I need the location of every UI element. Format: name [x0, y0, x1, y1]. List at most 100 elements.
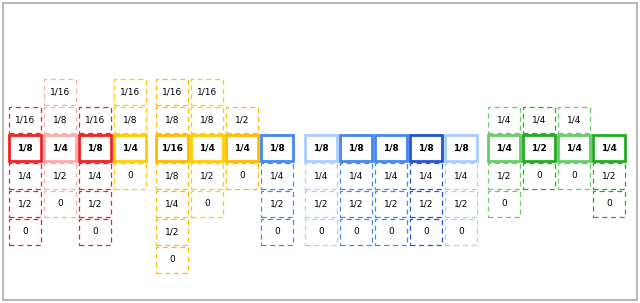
Text: 0: 0: [204, 199, 210, 208]
Bar: [375, 191, 407, 217]
Bar: [410, 219, 442, 245]
Bar: [305, 219, 337, 245]
Text: 1/8: 1/8: [269, 144, 285, 152]
Text: 1/2: 1/2: [88, 199, 102, 208]
Bar: [340, 135, 372, 161]
Bar: [9, 107, 41, 133]
Text: 0: 0: [458, 228, 464, 237]
Bar: [410, 191, 442, 217]
Text: 1/4: 1/4: [52, 144, 68, 152]
Bar: [375, 163, 407, 189]
Bar: [9, 219, 41, 245]
Bar: [558, 135, 590, 161]
Bar: [156, 247, 188, 273]
Bar: [156, 135, 188, 161]
Text: 1/4: 1/4: [234, 144, 250, 152]
Text: 1/4: 1/4: [496, 144, 512, 152]
Bar: [340, 163, 372, 189]
Bar: [156, 79, 188, 105]
Text: 1/2: 1/2: [165, 228, 179, 237]
Bar: [305, 135, 337, 161]
Bar: [593, 135, 625, 161]
Text: 1/4: 1/4: [384, 171, 398, 181]
Bar: [445, 163, 477, 189]
Text: 1/2: 1/2: [602, 171, 616, 181]
Text: 1/2: 1/2: [531, 144, 547, 152]
Text: 1/16: 1/16: [50, 88, 70, 96]
Text: 0: 0: [318, 228, 324, 237]
Text: 1/2: 1/2: [235, 115, 249, 125]
Bar: [114, 163, 146, 189]
Bar: [44, 135, 76, 161]
Text: 1/4: 1/4: [532, 115, 546, 125]
Text: 1/4: 1/4: [419, 171, 433, 181]
Bar: [375, 135, 407, 161]
Text: 0: 0: [501, 199, 507, 208]
Bar: [44, 79, 76, 105]
Text: 0: 0: [57, 199, 63, 208]
Text: 0: 0: [606, 199, 612, 208]
Bar: [156, 107, 188, 133]
Text: 1/4: 1/4: [349, 171, 363, 181]
Bar: [9, 135, 41, 161]
Bar: [488, 163, 520, 189]
Text: 0: 0: [274, 228, 280, 237]
Text: 1/8: 1/8: [453, 144, 469, 152]
Bar: [79, 163, 111, 189]
Bar: [9, 163, 41, 189]
Text: 1/8: 1/8: [418, 144, 434, 152]
Text: 0: 0: [169, 255, 175, 265]
Text: 1/4: 1/4: [270, 171, 284, 181]
Text: 0: 0: [353, 228, 359, 237]
Bar: [191, 107, 223, 133]
Text: 1/16: 1/16: [162, 88, 182, 96]
Text: 0: 0: [423, 228, 429, 237]
Text: 1/8: 1/8: [200, 115, 214, 125]
Text: 1/16: 1/16: [161, 144, 183, 152]
Bar: [305, 163, 337, 189]
Bar: [410, 163, 442, 189]
Bar: [305, 191, 337, 217]
Bar: [445, 219, 477, 245]
Bar: [558, 163, 590, 189]
Bar: [9, 191, 41, 217]
Text: 0: 0: [127, 171, 133, 181]
Bar: [445, 191, 477, 217]
Text: 1/2: 1/2: [18, 199, 32, 208]
Bar: [191, 191, 223, 217]
Text: 1/2: 1/2: [497, 171, 511, 181]
Text: 1/16: 1/16: [15, 115, 35, 125]
Bar: [79, 107, 111, 133]
Bar: [488, 191, 520, 217]
Text: 1/8: 1/8: [313, 144, 329, 152]
Bar: [523, 163, 555, 189]
Text: 1/16: 1/16: [197, 88, 217, 96]
Bar: [226, 135, 258, 161]
Text: 1/2: 1/2: [53, 171, 67, 181]
Text: 0: 0: [388, 228, 394, 237]
Bar: [558, 107, 590, 133]
Bar: [488, 107, 520, 133]
Bar: [523, 107, 555, 133]
Text: 1/2: 1/2: [419, 199, 433, 208]
Text: 1/2: 1/2: [270, 199, 284, 208]
Bar: [114, 135, 146, 161]
Text: 0: 0: [92, 228, 98, 237]
Text: 1/2: 1/2: [349, 199, 363, 208]
Text: 1/2: 1/2: [200, 171, 214, 181]
Bar: [191, 79, 223, 105]
Bar: [79, 191, 111, 217]
Bar: [156, 191, 188, 217]
Bar: [156, 163, 188, 189]
Text: 1/8: 1/8: [348, 144, 364, 152]
Text: 1/4: 1/4: [567, 115, 581, 125]
Bar: [44, 191, 76, 217]
Text: 1/2: 1/2: [314, 199, 328, 208]
Bar: [488, 135, 520, 161]
Bar: [593, 191, 625, 217]
Bar: [261, 135, 293, 161]
Text: 1/8: 1/8: [52, 115, 67, 125]
Text: 1/4: 1/4: [199, 144, 215, 152]
Bar: [114, 107, 146, 133]
Text: 1/4: 1/4: [122, 144, 138, 152]
